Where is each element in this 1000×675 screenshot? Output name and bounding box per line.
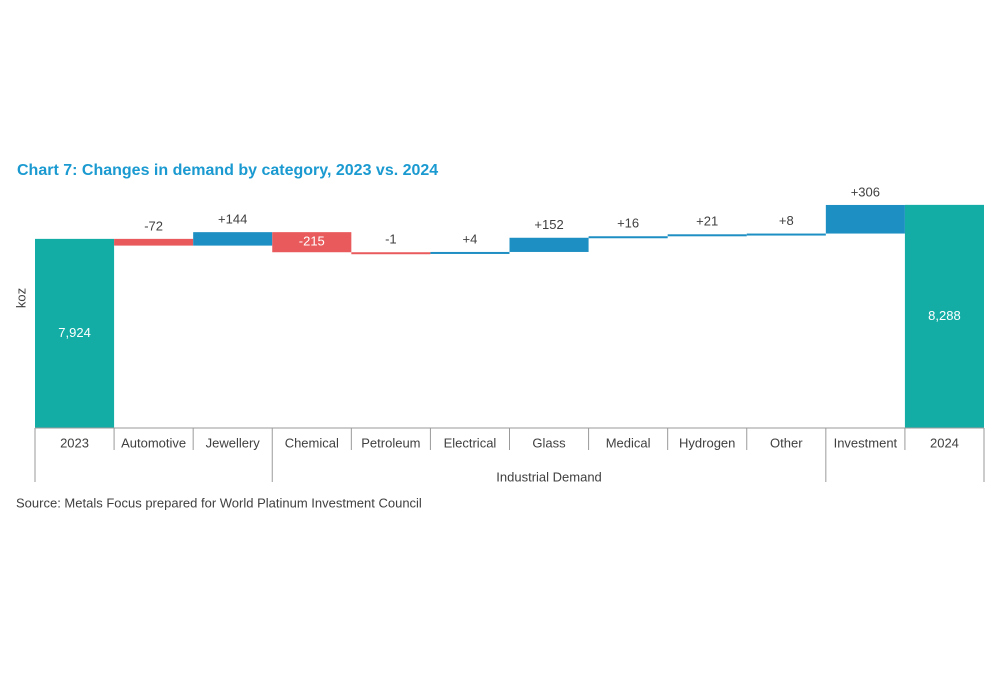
x-tick-label: Investment [834, 435, 898, 450]
chart-title: Chart 7: Changes in demand by category, … [17, 162, 438, 179]
source-note: Source: Metals Focus prepared for World … [16, 495, 422, 510]
x-tick-label: Other [770, 435, 803, 450]
group-label: Industrial Demand [496, 469, 602, 484]
data-label: +4 [463, 231, 478, 246]
y-axis-label: koz [13, 288, 28, 308]
data-label: +21 [696, 214, 718, 229]
change-bar [825, 204, 905, 234]
x-tick-label: Medical [606, 435, 651, 450]
data-label: -1 [385, 232, 397, 247]
data-label: +144 [218, 212, 247, 227]
data-label: +152 [534, 217, 563, 232]
data-label: +306 [851, 184, 880, 199]
data-label: -72 [144, 218, 163, 233]
change-bar [667, 234, 747, 237]
change-bar [193, 232, 273, 246]
x-tick-label: Glass [532, 435, 566, 450]
total-bar [35, 238, 115, 428]
data-label: +16 [617, 216, 639, 231]
data-label: +8 [779, 213, 794, 228]
x-tick-label: Electrical [444, 435, 497, 450]
data-label: -215 [299, 234, 325, 249]
data-label: 8,288 [928, 308, 961, 323]
x-tick-label: 2023 [60, 435, 89, 450]
change-bar [430, 251, 510, 254]
x-tick-label: 2024 [930, 435, 959, 450]
change-bar [272, 232, 352, 253]
total-bar [904, 204, 984, 428]
change-bar [509, 237, 589, 252]
x-tick-label: Automotive [121, 435, 186, 450]
x-tick-label: Hydrogen [679, 435, 735, 450]
change-bar [746, 233, 826, 236]
change-bar [114, 238, 194, 246]
x-tick-label: Petroleum [361, 435, 420, 450]
change-bar [588, 236, 668, 239]
change-bar [351, 252, 431, 255]
data-label: 7,924 [58, 325, 91, 340]
x-tick-label: Chemical [285, 435, 339, 450]
x-tick-label: Jewellery [206, 435, 261, 450]
